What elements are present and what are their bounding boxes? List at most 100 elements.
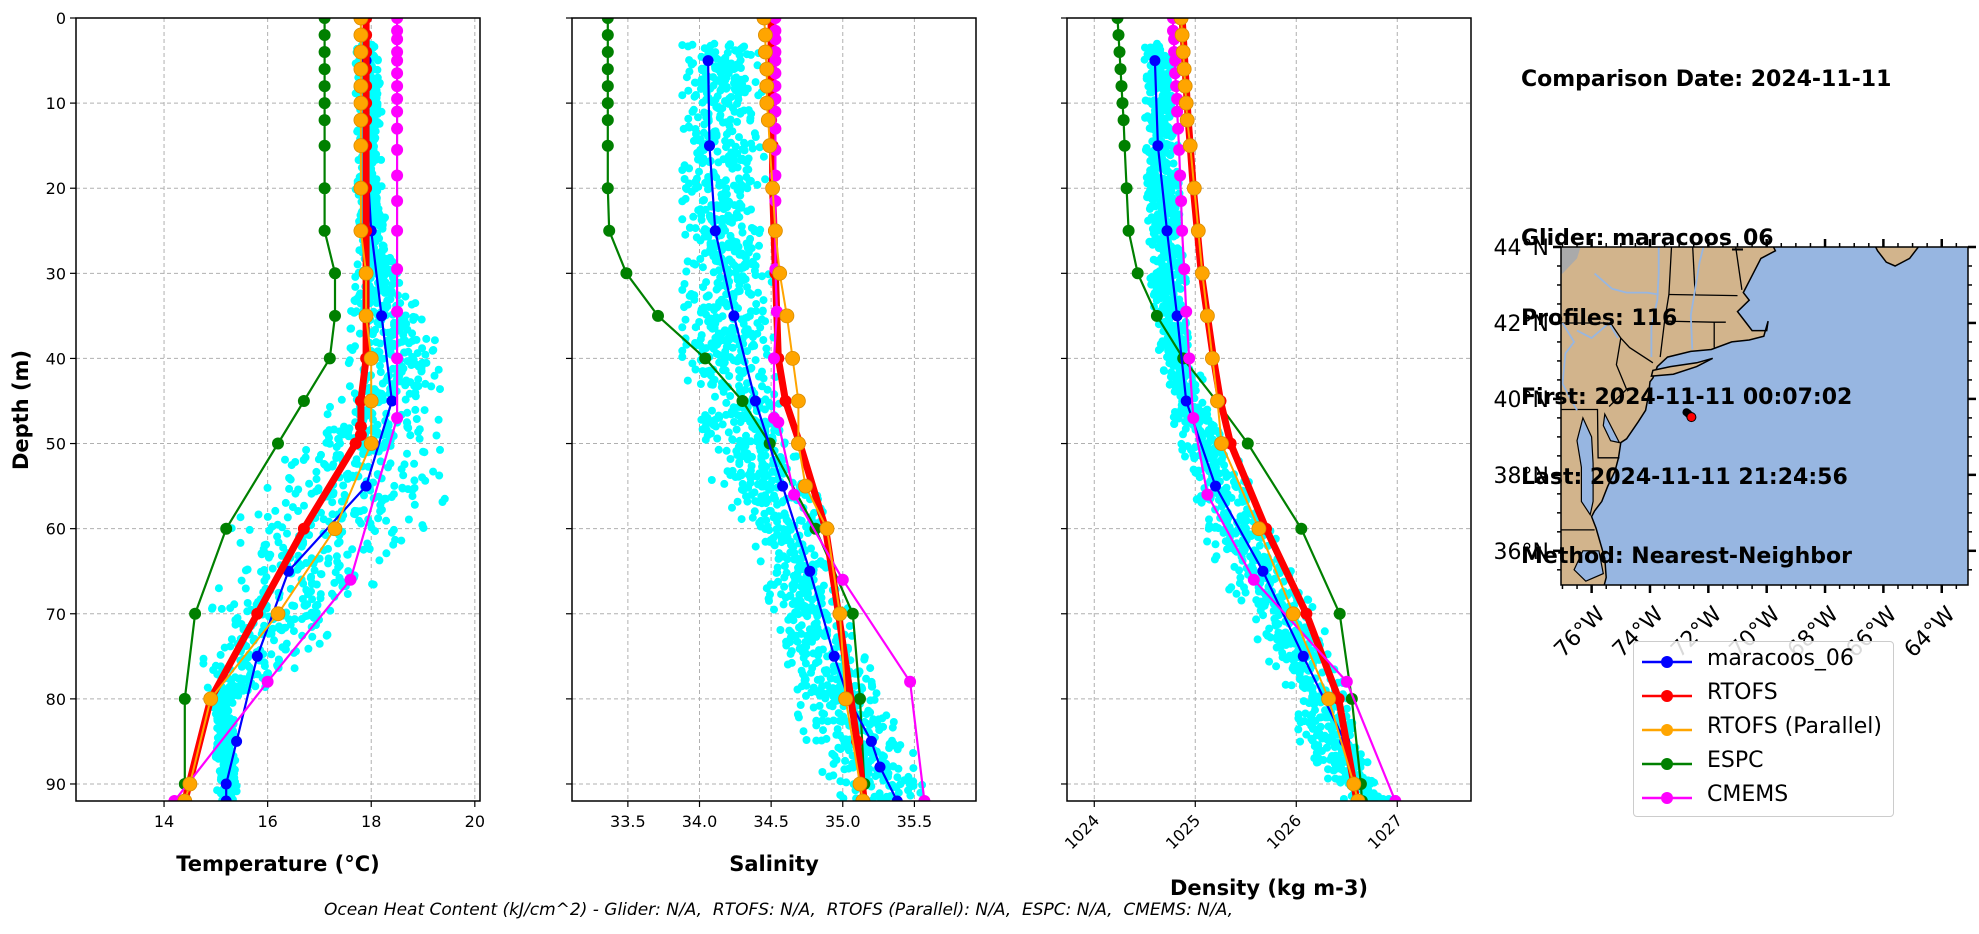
glider-scatter-point xyxy=(740,414,749,423)
glider-scatter-point xyxy=(279,624,288,632)
glider-scatter-point xyxy=(797,582,806,591)
glider-scatter-point xyxy=(1219,486,1228,495)
series-marker xyxy=(769,195,782,207)
glider-scatter-point xyxy=(728,343,737,352)
series-marker xyxy=(318,97,331,110)
glider-scatter-point xyxy=(1209,421,1218,430)
series-marker xyxy=(779,308,795,324)
glider-scatter-point xyxy=(412,415,421,423)
glider-scatter-point xyxy=(828,702,837,711)
map-lat-label: 38°N xyxy=(1494,464,1549,489)
glider-scatter-point xyxy=(233,688,242,697)
series-marker xyxy=(1174,169,1187,182)
glider-scatter-point xyxy=(879,722,888,731)
glider-scatter-point xyxy=(768,538,777,547)
glider-scatter-point xyxy=(687,187,696,196)
glider-scatter-point xyxy=(744,454,753,463)
series-marker xyxy=(601,29,614,41)
series-marker xyxy=(1161,225,1173,237)
series-marker xyxy=(777,480,789,492)
glider-scatter-point xyxy=(336,439,344,448)
salinity-plot-area xyxy=(601,18,931,801)
glider-scatter-point xyxy=(1147,280,1156,289)
series-marker xyxy=(762,138,778,154)
series-marker xyxy=(353,112,369,128)
glider-scatter-point xyxy=(1339,795,1348,801)
glider-scatter-point xyxy=(719,223,728,232)
glider-scatter-point xyxy=(411,405,420,414)
glider-scatter-point xyxy=(746,50,755,59)
glider-scatter-point xyxy=(719,366,728,375)
glider-scatter-point xyxy=(1211,540,1220,549)
glider-scatter-point xyxy=(223,698,232,707)
glider-scatter-point xyxy=(344,359,353,368)
x-tick-label: 18 xyxy=(361,812,381,831)
series-marker xyxy=(272,437,284,450)
glider-scatter-point xyxy=(378,220,387,229)
glider-scatter-point xyxy=(257,567,265,576)
glider-scatter-point xyxy=(1225,585,1234,594)
glider-scatter-point xyxy=(377,107,386,116)
series-marker xyxy=(1173,18,1189,26)
glider-scatter-point xyxy=(869,754,878,762)
series-marker xyxy=(363,436,379,451)
nova-scotia xyxy=(1874,247,1920,267)
glider-scatter-point xyxy=(742,492,750,501)
series-marker xyxy=(318,80,331,93)
glider-scatter-point xyxy=(797,621,806,630)
glider-scatter-point xyxy=(368,330,377,339)
glider-scatter-point xyxy=(429,467,438,476)
glider-scatter-point xyxy=(432,431,441,440)
series-marker xyxy=(251,607,264,620)
glider-scatter-point xyxy=(237,682,246,691)
glider-scatter-point xyxy=(704,291,713,300)
glider-scatter-point xyxy=(735,88,744,97)
axes-frame xyxy=(1066,17,1472,802)
glider-scatter-point xyxy=(274,538,283,547)
glider-scatter-point xyxy=(404,515,413,524)
glider-scatter-point xyxy=(1214,524,1223,533)
glider-scatter-point xyxy=(747,244,756,253)
glider-scatter-point xyxy=(747,470,755,479)
glider-scatter-point xyxy=(755,372,763,381)
glider-scatter-point xyxy=(734,95,743,104)
glider-scatter-point xyxy=(794,713,803,722)
glider-scatter-point xyxy=(1146,88,1155,97)
glider-scatter-point xyxy=(434,365,443,374)
glider-scatter-point xyxy=(384,285,393,294)
glider-scatter-point xyxy=(1314,758,1323,767)
glider-scatter-point xyxy=(758,382,766,391)
glider-scatter-point xyxy=(795,590,804,599)
glider-scatter-point xyxy=(1182,367,1191,376)
series-marker xyxy=(391,143,404,156)
glider-scatter-point xyxy=(382,549,391,558)
glider-scatter-point xyxy=(1247,561,1256,570)
glider-scatter-point xyxy=(765,485,774,494)
glider-scatter-point xyxy=(211,661,220,670)
glider-scatter-point xyxy=(343,590,352,598)
glider-scatter-point xyxy=(1195,494,1203,503)
glider-scatter-point xyxy=(805,625,814,634)
glider-scatter-point xyxy=(715,266,723,275)
glider-scatter-point xyxy=(863,747,872,756)
glider-scatter-point xyxy=(378,379,387,388)
glider-scatter-point xyxy=(756,225,765,234)
glider-scatter-point xyxy=(680,175,689,183)
series-espc xyxy=(1111,18,1368,801)
glider-scatter-point xyxy=(368,158,377,167)
series-marker xyxy=(220,522,233,535)
lake xyxy=(1561,247,1581,274)
glider-scatter-point xyxy=(1312,731,1321,740)
glider-scatter-point xyxy=(717,281,726,290)
glider-scatter-point xyxy=(1165,192,1173,201)
series-marker xyxy=(1340,675,1353,688)
series-marker xyxy=(765,180,780,196)
glider-scatter-point xyxy=(1304,595,1313,604)
glider-scatter-point xyxy=(750,266,759,275)
glider-scatter-point xyxy=(760,509,769,518)
glider-scatter-point xyxy=(410,484,419,492)
glider-scatter-point xyxy=(717,215,726,224)
glider-scatter-point xyxy=(844,746,853,755)
glider-scatter-point xyxy=(708,324,717,333)
glider-scatter-point xyxy=(375,234,384,243)
